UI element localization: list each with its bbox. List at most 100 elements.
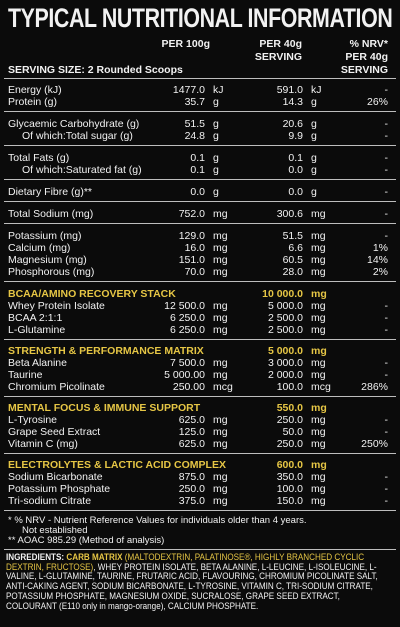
per-40g: 0.0 (288, 186, 303, 198)
per-100g: 250.0 (178, 483, 205, 495)
unit: mg (213, 426, 228, 438)
nrv: - (384, 84, 389, 96)
nrv: - (384, 483, 389, 495)
per-40g: 60.5 (282, 254, 303, 266)
divider (4, 396, 396, 397)
unit: mg (311, 300, 326, 312)
per-100g: 0.1 (190, 164, 205, 176)
nrv: - (384, 369, 389, 381)
nrv: 2% (372, 266, 388, 278)
nrv: 1% (372, 242, 388, 254)
unit: g (311, 118, 317, 130)
per-40g: 250.0 (276, 414, 303, 426)
per-100g: 5 000.00 (164, 369, 205, 381)
per-40g: 6.6 (288, 242, 303, 254)
unit: mg (311, 312, 326, 324)
nutrient-name: Tri-sodium Citrate (8, 495, 92, 507)
per-40g: 28.0 (282, 266, 303, 278)
unit: mg (311, 242, 326, 254)
unit: g (213, 152, 219, 164)
nrv: - (384, 426, 389, 438)
section-per-40g: 600.0 (276, 459, 303, 471)
per-40g: 2 500.0 (267, 324, 303, 336)
nrv: - (384, 230, 389, 242)
unit: mg (311, 230, 326, 242)
per-100g: 375.0 (178, 495, 205, 507)
per-100g: 0.1 (190, 152, 205, 164)
unit: mg (311, 208, 326, 220)
nrv: - (384, 312, 389, 324)
unit: g (311, 164, 317, 176)
section-title: STRENGTH & PERFORMANCE MATRIX (8, 345, 204, 357)
nutrient-name: Beta Alanine (8, 357, 67, 369)
per-40g: 3 000.0 (267, 357, 303, 369)
carb-matrix-detail: (MALTODEXTRIN, PALATINOSE®, HIGHLY BRANC… (6, 552, 365, 573)
unit: g (311, 152, 317, 164)
unit: mg (213, 414, 228, 426)
nrv: - (384, 300, 389, 312)
nutrient-name: Of which:Saturated fat (g) (22, 164, 142, 176)
per-40g: 100.0 (276, 483, 303, 495)
section-title: BCAA/AMINO RECOVERY STACK (8, 288, 176, 300)
nutrient-name: Calcium (mg) (8, 242, 71, 254)
nutrient-name: Dietary Fibre (g)** (8, 186, 93, 198)
nrv: 26% (366, 96, 388, 108)
nutrient-name: Potassium (mg) (8, 230, 82, 242)
nutrient-name: Glycaemic Carbohydrate (g) (8, 118, 140, 130)
nrv: - (384, 118, 389, 130)
nrv: 286% (361, 381, 388, 393)
per-100g: 625.0 (178, 414, 205, 426)
unit: g (213, 118, 219, 130)
nutrient-name: Vitamin C (mg) (8, 438, 78, 450)
nutrient-name: Of which:Total sugar (g) (22, 130, 133, 142)
unit: mg (213, 357, 228, 369)
per-100g: 6 250.0 (169, 324, 205, 336)
per-40g: 591.0 (276, 84, 303, 96)
section-per-40g: 550.0 (276, 402, 303, 414)
per-40g: 2 500.0 (267, 312, 303, 324)
column-header: SERVING (340, 64, 388, 76)
per-100g: 51.5 (184, 118, 205, 130)
column-header: PER 100g (161, 38, 210, 50)
per-100g: 875.0 (178, 471, 205, 483)
unit: g (213, 186, 219, 198)
unit: mg (311, 495, 326, 507)
per-40g: 2 000.0 (267, 369, 303, 381)
nrv: - (384, 495, 389, 507)
nutrient-name: Chromium Picolinate (8, 381, 105, 393)
per-100g: 24.8 (184, 130, 205, 142)
nutrient-name: Taurine (8, 369, 43, 381)
unit: mg (311, 426, 326, 438)
section-title: MENTAL FOCUS & IMMUNE SUPPORT (8, 402, 201, 414)
section-per-40g: 10 000.0 (262, 288, 303, 300)
column-header: PER 40g (259, 38, 302, 50)
per-100g: 625.0 (178, 438, 205, 450)
column-header: PER 40g (345, 51, 388, 63)
nutrient-name: Protein (g) (8, 96, 58, 108)
nutrient-name: Whey Protein Isolate (8, 300, 105, 312)
unit: g (213, 96, 219, 108)
nrv: - (384, 208, 389, 220)
unit: mg (311, 357, 326, 369)
nrv: 250% (361, 438, 388, 450)
unit: mg (213, 266, 228, 278)
nrv: - (384, 471, 389, 483)
per-100g: 250.00 (172, 381, 205, 393)
unit: g (213, 164, 219, 176)
per-40g: 14.3 (282, 96, 303, 108)
unit: mg (213, 495, 228, 507)
footnote: ** AOAC 985.29 (Method of analysis) (8, 535, 165, 546)
divider (4, 549, 396, 550)
unit: mg (213, 254, 228, 266)
per-40g: 350.0 (276, 471, 303, 483)
ingredients-label: INGREDIENTS: (6, 552, 65, 563)
unit: mg (311, 483, 326, 495)
section-unit: mg (311, 459, 327, 471)
section-unit: mg (311, 345, 327, 357)
unit: kJ (213, 84, 224, 96)
column-header: SERVING (254, 51, 302, 63)
unit: mcg (311, 381, 331, 393)
nrv: - (384, 186, 389, 198)
nutrient-name: Energy (kJ) (8, 84, 62, 96)
per-40g: 100.0 (276, 381, 303, 393)
